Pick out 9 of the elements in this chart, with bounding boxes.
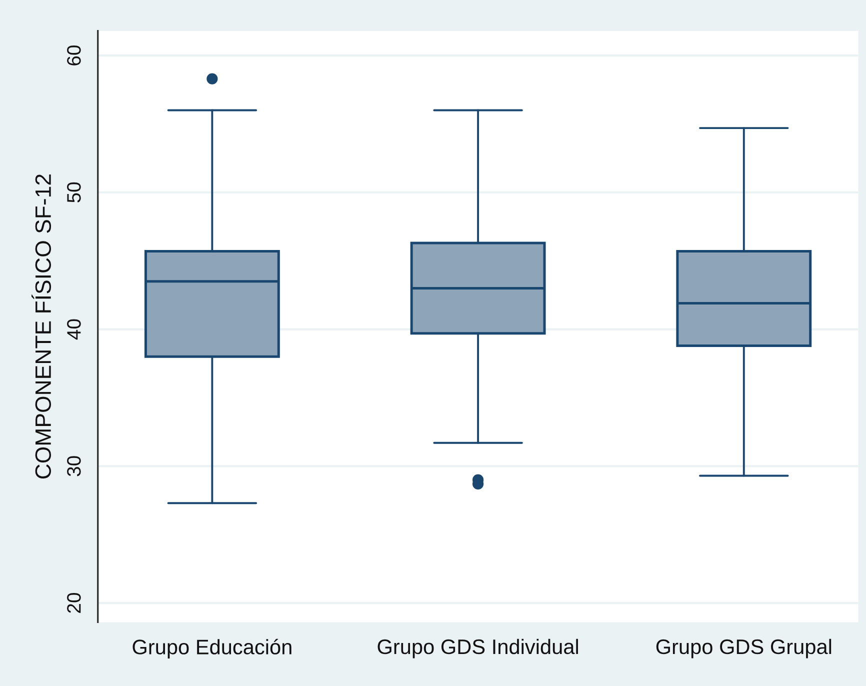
x-tick-label: Grupo Educación (132, 638, 292, 659)
y-tick-label: 40 (67, 319, 81, 340)
y-tick-label: 20 (67, 592, 81, 613)
x-tick-label: Grupo GDS Grupal (656, 638, 832, 658)
y-tick-label: 30 (67, 456, 81, 476)
x-tick-label: Grupo GDS Individual (378, 638, 578, 658)
y-tick-label: 50 (67, 182, 81, 202)
y-axis-title: COMPONENTE FÍSICO SF-12 (32, 174, 52, 479)
y-tick-label: 60 (67, 45, 81, 66)
